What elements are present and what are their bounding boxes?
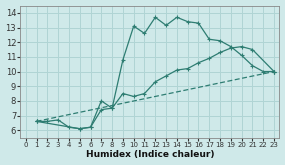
X-axis label: Humidex (Indice chaleur): Humidex (Indice chaleur) [86,150,214,159]
